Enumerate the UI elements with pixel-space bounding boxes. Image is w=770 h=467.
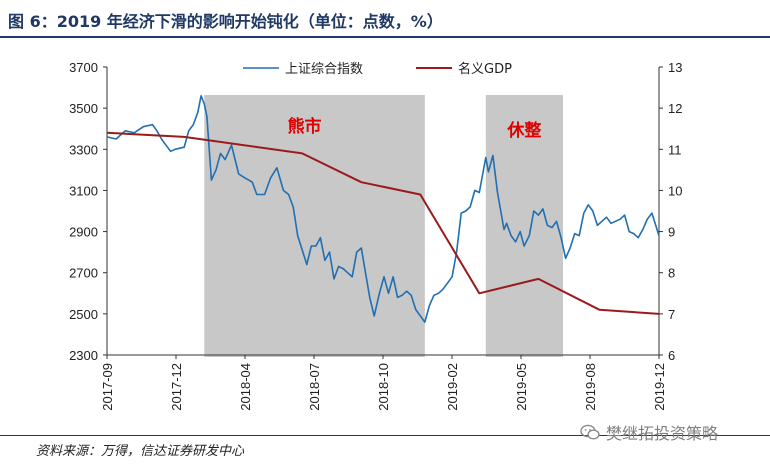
- shaded-region-label: 休整: [506, 120, 541, 141]
- left-tick-label: 3300: [69, 142, 98, 157]
- x-tick-label: 2019-12: [652, 363, 667, 411]
- legend-label: 上证综合指数: [285, 62, 363, 77]
- dual-axis-line-chart: 熊市 休整 2300 2500 2700 2900 3100 3300 3500 3700 6 7 8…: [69, 60, 682, 411]
- wechat-icon: [580, 424, 600, 440]
- x-tick-label: 2018-10: [376, 363, 391, 411]
- left-tick-label: 2700: [69, 266, 98, 281]
- x-tick-label: 2017-12: [169, 363, 184, 411]
- x-tick-label: 2019-05: [514, 363, 529, 411]
- left-tick-label: 3500: [69, 101, 98, 116]
- index-series-line: [106, 94, 660, 323]
- gdp-series-line: [106, 131, 660, 315]
- right-tick-label: 9: [668, 225, 675, 240]
- x-tick-label: 2017-09: [100, 363, 115, 411]
- left-tick-label: 3100: [69, 183, 98, 198]
- chart-axes: 2300 2500 2700 2900 3100 3300 3500 3700 6 7 8 9 10 11…: [69, 60, 682, 411]
- chart-legend: 上证综合指数 名义GDP: [243, 61, 512, 77]
- watermark-text: 樊继拓投资策略: [606, 424, 719, 443]
- shaded-region-label: 熊市: [288, 116, 322, 137]
- x-tick-label: 2018-04: [238, 363, 253, 411]
- series-lines: [106, 94, 660, 323]
- right-tick-label: 13: [668, 60, 682, 75]
- left-tick-label: 2500: [69, 307, 98, 322]
- left-tick-label: 2900: [69, 225, 98, 240]
- left-tick-label: 3700: [69, 60, 98, 75]
- shaded-region-0: [204, 95, 425, 357]
- chart-title: 图 6：2019 年经济下滑的影响开始钝化（单位：点数，%）: [8, 12, 443, 31]
- footer-divider: [0, 435, 770, 436]
- shaded-regions: 熊市 休整: [204, 95, 563, 357]
- right-tick-label: 8: [668, 266, 675, 281]
- title-divider: [0, 36, 770, 38]
- source-note: 资料来源：万得，信达证券研发中心: [36, 444, 245, 459]
- x-tick-label: 2018-07: [307, 363, 322, 411]
- right-tick-label: 11: [668, 142, 682, 157]
- x-tick-label: 2019-02: [445, 363, 460, 411]
- right-tick-label: 7: [668, 307, 675, 322]
- left-tick-label: 2300: [69, 348, 98, 363]
- right-tick-label: 12: [668, 101, 682, 116]
- right-tick-label: 10: [668, 183, 682, 198]
- legend-label: 名义GDP: [458, 61, 512, 77]
- watermark: 樊继拓投资策略: [580, 420, 718, 444]
- x-tick-label: 2019-08: [583, 363, 598, 411]
- right-tick-label: 6: [668, 348, 675, 363]
